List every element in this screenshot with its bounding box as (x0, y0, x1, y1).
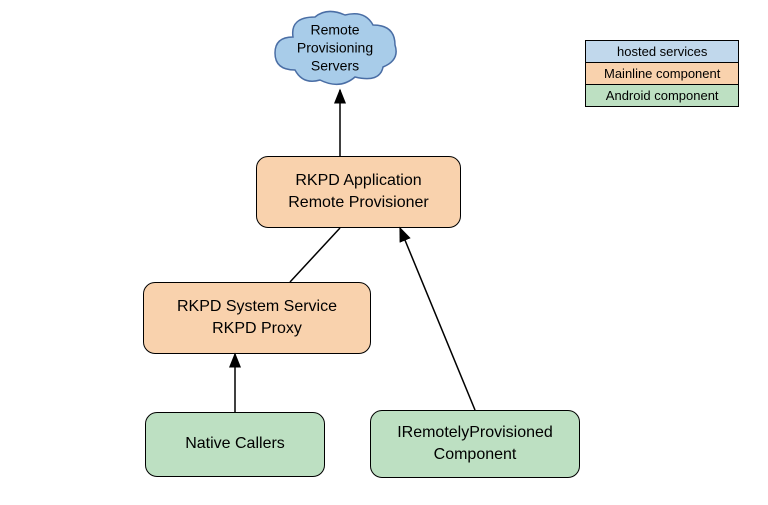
cloud-label-line3: Servers (311, 58, 359, 74)
node-native-callers: Native Callers (145, 412, 325, 477)
node-rkpd-application: RKPD Application Remote Provisioner (256, 156, 461, 228)
node-iremotely-provisioned: IRemotelyProvisioned Component (370, 410, 580, 478)
legend-row: Mainline component (586, 63, 739, 85)
node-label: RKPD Application (295, 170, 421, 192)
node-label: IRemotelyProvisioned (397, 422, 553, 444)
cloud-remote-provisioning: Remote Provisioning Servers (265, 5, 405, 90)
node-label: Remote Provisioner (288, 192, 429, 214)
legend-row: hosted services (586, 41, 739, 63)
cloud-label-line1: Remote (310, 21, 359, 37)
node-label: RKPD Proxy (212, 318, 302, 340)
node-label: Component (434, 444, 517, 466)
arrow (290, 228, 340, 282)
cloud-label-line2: Provisioning (297, 39, 373, 55)
arrow (400, 228, 475, 410)
node-label: RKPD System Service (177, 296, 337, 318)
node-label: Native Callers (185, 433, 285, 455)
node-rkpd-service: RKPD System Service RKPD Proxy (143, 282, 371, 354)
legend: hosted servicesMainline componentAndroid… (585, 40, 739, 107)
legend-row: Android component (586, 85, 739, 107)
